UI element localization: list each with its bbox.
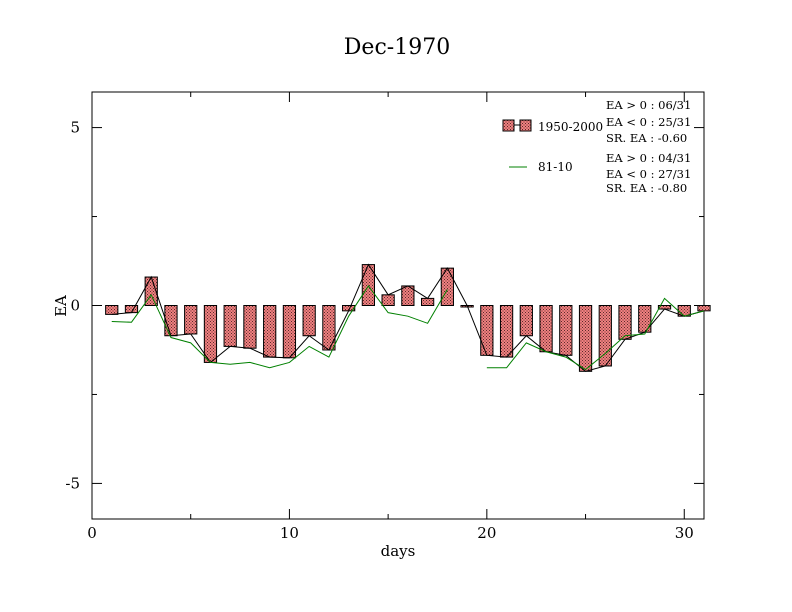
annotation-g2-sr: SR. EA : -0.80 — [606, 181, 687, 195]
y-tick-label: 0 — [70, 297, 80, 315]
bar — [203, 305, 218, 363]
bar — [263, 305, 277, 358]
bar — [381, 294, 395, 307]
x-tick-label: 0 — [87, 524, 97, 542]
y-axis-label: EA — [52, 295, 70, 317]
legend: 1950-2000 81-10 — [502, 119, 603, 174]
bar — [618, 305, 632, 340]
line-series — [111, 263, 705, 372]
bar — [243, 305, 257, 349]
tick-labels: 0 10 20 30 -5 0 5 — [65, 119, 693, 542]
bar — [638, 305, 652, 333]
bar — [184, 305, 198, 335]
legend-swatch-right — [519, 119, 532, 132]
bar — [519, 305, 533, 337]
bar — [697, 305, 711, 312]
chart-title: Dec-1970 — [344, 35, 450, 60]
annotation-g2-neg: EA < 0 : 27/31 — [606, 167, 691, 181]
bar-series-1950-2000 — [105, 264, 711, 372]
legend-label-1950-2000: 1950-2000 — [538, 120, 603, 134]
bar — [302, 305, 316, 337]
bar — [282, 305, 297, 359]
x-axis-label: days — [381, 542, 416, 560]
bar — [499, 305, 514, 358]
bar — [559, 305, 573, 356]
annotation-g1-sr: SR. EA : -0.60 — [606, 131, 687, 145]
bar — [105, 305, 119, 315]
bar — [539, 305, 553, 353]
annotation-g1-neg: EA < 0 : 25/31 — [606, 115, 691, 129]
bar — [322, 305, 336, 351]
bar — [480, 305, 494, 356]
axis-ticks — [91, 92, 704, 519]
bar — [578, 305, 593, 372]
y-tick-label: 5 — [70, 119, 80, 137]
bar — [440, 267, 454, 307]
bar — [420, 297, 435, 306]
legend-label-8110: 81-10 — [538, 160, 573, 174]
x-tick-label: 10 — [280, 524, 299, 542]
x-tick-label: 20 — [477, 524, 496, 542]
line-series-8110 — [486, 297, 705, 371]
bar — [164, 305, 178, 337]
annotation-g1-pos: EA > 0 : 06/31 — [606, 98, 691, 112]
stats-annotations: EA > 0 : 06/31 EA < 0 : 25/31 SR. EA : -… — [606, 98, 691, 195]
x-tick-label: 30 — [675, 524, 694, 542]
line-series-8110 — [111, 285, 448, 369]
y-tick-label: -5 — [65, 474, 80, 492]
bar — [124, 305, 139, 314]
legend-swatch-left — [502, 119, 515, 132]
bar-series-line — [111, 263, 705, 372]
annotation-g2-pos: EA > 0 : 04/31 — [606, 151, 691, 165]
bar — [223, 305, 237, 347]
